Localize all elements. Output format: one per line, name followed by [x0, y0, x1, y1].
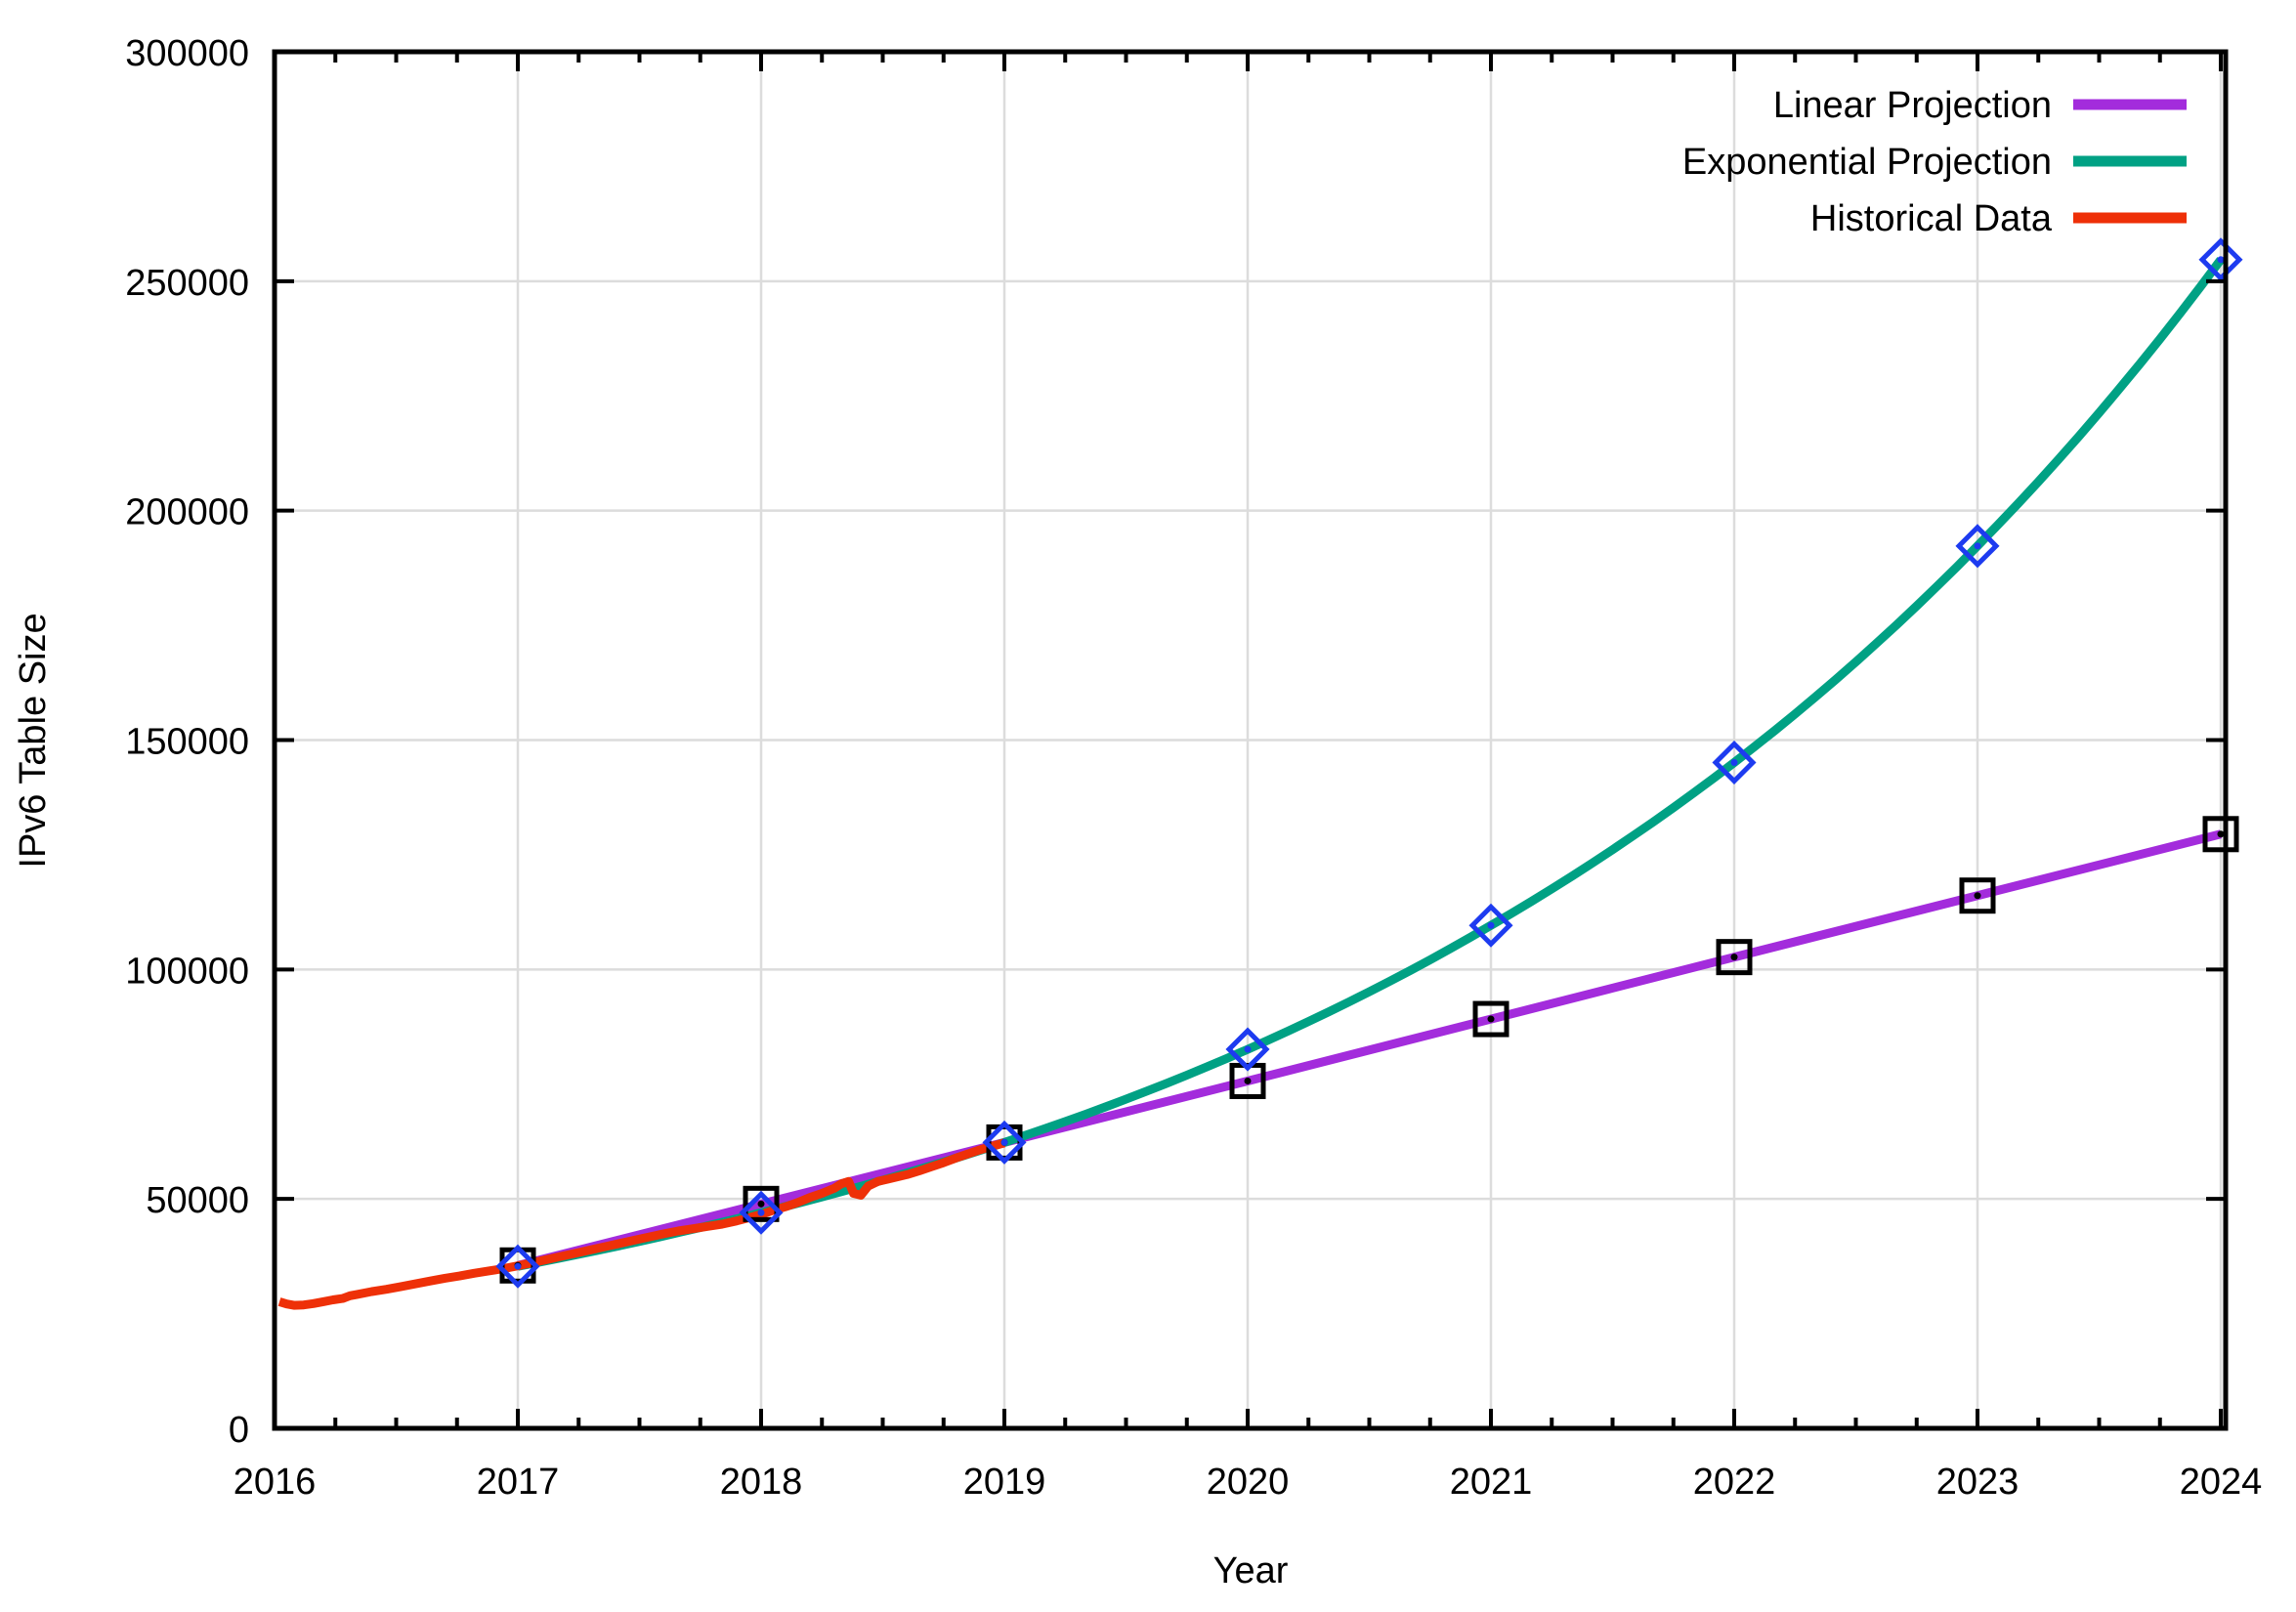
x-tick-label: 2021	[1450, 1462, 1533, 1503]
marker-square	[1716, 939, 1753, 976]
marker-square	[2202, 816, 2239, 853]
marker-diamond	[2198, 237, 2243, 282]
marker-point-dot	[1730, 759, 1738, 767]
legend-label: Linear Projection	[1773, 85, 2052, 126]
marker-diamond	[495, 1244, 540, 1289]
x-tick-label: 2018	[720, 1462, 803, 1503]
y-tick-label: 200000	[125, 492, 249, 533]
marker-point-dot	[2217, 256, 2225, 264]
marker-point-dot	[1730, 954, 1738, 961]
series-layer	[277, 257, 2225, 1310]
marker-point-dot	[1974, 542, 1981, 550]
x-tick-label: 2019	[963, 1462, 1046, 1503]
marker-point-dot	[2217, 830, 2225, 838]
y-tick-label: 250000	[125, 263, 249, 304]
y-tick-label: 100000	[125, 951, 249, 992]
marker-point-dot	[757, 1200, 765, 1208]
x-axis-label: Year	[1213, 1550, 1289, 1591]
marker-diamond	[1955, 524, 2000, 569]
marker-point-dot	[1487, 921, 1495, 929]
y-tick-label: 0	[229, 1410, 249, 1451]
marker-point-dot	[1244, 1045, 1252, 1053]
y-axis-label: IPv6 Table Size	[13, 613, 54, 868]
x-tick-label: 2016	[234, 1462, 317, 1503]
y-tick-label: 300000	[125, 33, 249, 74]
x-tick-label: 2020	[1207, 1462, 1290, 1503]
series-line-exponential-projection	[517, 257, 2225, 1271]
marker-square	[743, 1185, 780, 1222]
tick-labels: 2016 2017 2018 2019 2020 2021 2022 2023 2024 0 500…	[125, 33, 2262, 1503]
marker-square	[1959, 877, 1996, 914]
axes	[272, 49, 2229, 1431]
marker-diamond	[739, 1190, 784, 1235]
x-tick-label: 2017	[477, 1462, 560, 1503]
markers-layer	[495, 237, 2243, 1289]
y-tick-label: 150000	[125, 722, 249, 763]
marker-diamond	[1225, 1027, 1270, 1072]
marker-diamond	[982, 1120, 1027, 1165]
marker-point-dot	[1974, 892, 1981, 900]
marker-point-dot	[1244, 1077, 1252, 1084]
marker-diamond	[1468, 903, 1513, 948]
legend-label: Exponential Projection	[1682, 142, 2052, 183]
marker-point-dot	[1000, 1138, 1008, 1146]
x-tick-label: 2024	[2180, 1462, 2263, 1503]
y-tick-label: 50000	[146, 1180, 249, 1221]
series-line-linear-projection	[516, 829, 2223, 1270]
x-tick-label: 2022	[1693, 1462, 1776, 1503]
legend: Linear Projection Exponential Projection H…	[1682, 85, 2187, 239]
marker-square	[1472, 1000, 1509, 1038]
legend-label: Historical Data	[1810, 198, 2053, 239]
marker-point-dot	[514, 1262, 522, 1270]
gridlines	[275, 52, 2226, 1428]
marker-diamond	[1712, 740, 1757, 785]
x-tick-label: 2023	[1936, 1462, 2020, 1503]
marker-point-dot	[1487, 1015, 1495, 1023]
series-line-historical-data	[277, 1138, 1006, 1310]
marker-point-dot	[757, 1209, 765, 1216]
